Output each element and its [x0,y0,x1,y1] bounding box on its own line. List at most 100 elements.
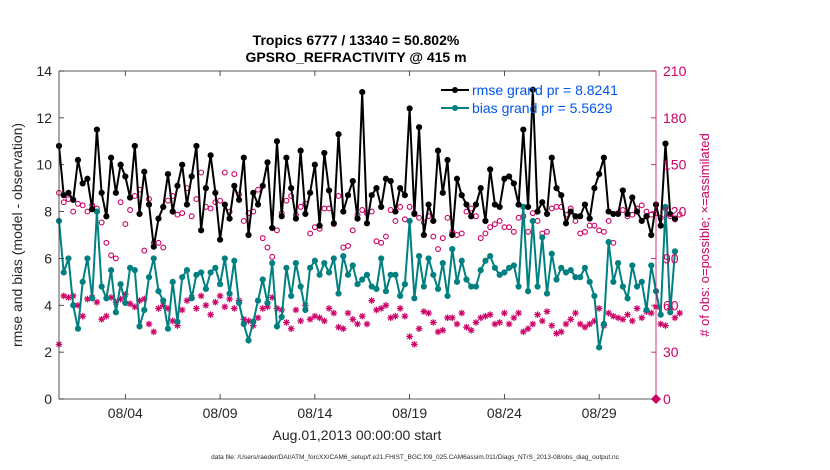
obs-possible-point [359,207,366,213]
rmse-point [638,217,645,225]
rmse-point [373,185,380,192]
rmse-point [150,243,157,250]
bias-point [193,271,200,278]
obs-assimilated-point [401,312,409,320]
obs-assimilated-point [145,320,153,328]
rmse-point [510,180,517,187]
bias-point [349,262,356,269]
rmse-point [586,215,593,222]
bias-point [472,283,480,290]
legend-label: bias grand pr = 5.5629 [472,100,613,116]
bias-point [586,278,593,285]
rmse-point [363,220,371,227]
obs-assimilated-point [557,328,565,336]
obs-assimilated-point [605,309,612,317]
rmse-point [543,210,551,218]
bias-point [482,257,489,264]
bias-point [216,281,224,288]
obs-assimilated-point [287,325,295,333]
rmse-point [629,194,636,201]
rmse-point [596,170,603,178]
obs-assimilated-point [477,314,484,322]
obs-assimilated-point [60,292,68,300]
rmse-point [269,224,276,232]
x-tick-label: 08/24 [487,405,522,421]
obs-assimilated-point [458,309,466,317]
obs-assimilated-point [614,314,622,322]
bias-point [378,255,385,262]
legend-swatch-marker [452,87,458,93]
obs-assimilated-point [155,305,162,312]
obs-assimilated-point [207,311,214,318]
bias-point [614,260,622,267]
obs-assimilated-point [576,320,584,328]
bias-point [581,264,589,271]
bias-point [605,238,612,246]
obs-possible-point [307,230,314,237]
obs-assimilated-point [368,297,376,304]
rmse-point [141,168,148,175]
obs-assimilated-point [572,309,579,317]
obs-assimilated-point [434,328,442,336]
obs-possible-point [439,235,446,242]
obs-assimilated-point [93,298,101,306]
obs-possible-point [188,213,195,220]
obs-possible-point [345,242,351,249]
obs-assimilated-point [501,309,508,317]
obs-assimilated-point [193,305,200,312]
rmse-point [221,201,228,208]
bias-point [619,283,626,290]
bias-point [524,288,532,295]
obs-possible-point [487,224,494,231]
obs-assimilated-point [562,320,570,328]
y2-tick-label: 210 [663,63,687,79]
bias-point [401,281,408,288]
obs-possible-point [108,252,115,259]
bias-point [325,269,333,276]
obs-assimilated-point [231,305,238,312]
bias-point [529,217,536,225]
x-tick-label: 08/29 [582,405,617,421]
y2-tick-label: 120 [663,204,687,220]
obs-assimilated-point [297,317,304,325]
obs-possible-point [255,186,261,193]
obs-possible-point [117,199,124,206]
obs-assimilated-point [543,308,551,315]
bias-point [117,281,124,288]
y2-tick-label: 150 [663,157,687,173]
rmse-point [108,154,115,161]
y-tick-label: 12 [36,110,52,126]
obs-assimilated-point [425,309,432,317]
obs-assimilated-point [430,319,437,326]
rmse-point [624,210,631,218]
y2-tick-label: 30 [663,344,679,360]
rmse-point [169,208,176,215]
obs-assimilated-point [662,322,669,329]
rmse-point [70,196,77,203]
rmse-point [302,210,309,218]
rmse-point [335,131,342,138]
rmse-point [273,138,281,145]
obs-possible-point [112,255,119,262]
rmse-point [84,175,91,182]
bias-point [671,248,679,255]
rmse-point [240,154,247,161]
obs-possible-point [141,247,148,254]
footer-datafile: data file: /Users/raeder/DAI/ATM_forcXX/… [211,454,620,461]
obs-assimilated-point [453,320,461,328]
obs-assimilated-point [629,317,636,325]
rmse-point [567,208,574,215]
rmse-point [657,222,664,229]
rmse-point [325,187,333,194]
rmse-point [614,210,622,218]
obs-assimilated-point [226,295,233,303]
rmse-point [487,166,494,173]
bias-point [596,344,603,351]
obs-assimilated-point [150,328,158,336]
bias-point [506,264,513,271]
obs-possible-point [435,246,441,253]
rmse-point [321,149,328,157]
rmse-point [122,173,129,180]
x-tick-label: 08/14 [297,405,332,421]
bias-point [79,278,86,285]
